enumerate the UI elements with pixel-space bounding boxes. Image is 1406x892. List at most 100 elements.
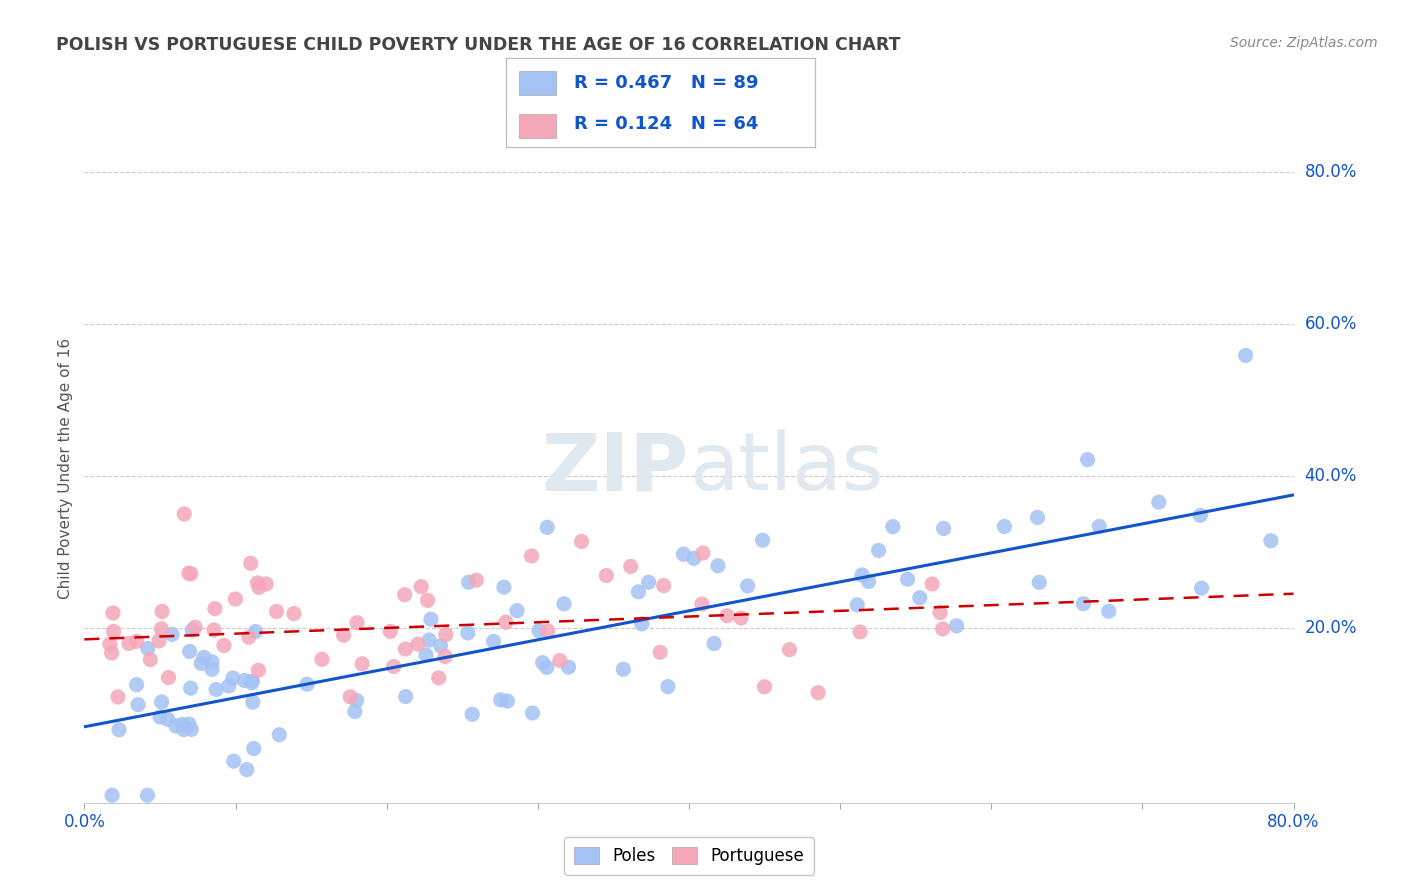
Point [531, 656, 554, 670]
Point [1073, 597, 1095, 611]
Point [125, 634, 148, 648]
Point [201, 655, 224, 669]
Point [416, 593, 439, 607]
Point [929, 606, 952, 620]
Point [165, 719, 187, 733]
Point [247, 580, 270, 594]
Point [139, 653, 162, 667]
Point [150, 604, 173, 618]
Point [202, 623, 225, 637]
Point [180, 681, 202, 695]
Point [415, 648, 437, 662]
Point [343, 705, 366, 719]
Point [682, 551, 704, 566]
Point [156, 712, 179, 726]
Text: POLISH VS PORTUGUESE CHILD POVERTY UNDER THE AGE OF 16 CORRELATION CHART: POLISH VS PORTUGUESE CHILD POVERTY UNDER… [56, 36, 901, 54]
Point [101, 788, 124, 802]
Point [1260, 533, 1282, 548]
Point [1088, 519, 1111, 533]
Point [224, 591, 246, 606]
Point [429, 639, 451, 653]
Point [520, 549, 543, 563]
Point [107, 690, 129, 704]
Point [100, 646, 122, 660]
Point [295, 677, 318, 691]
Point [537, 624, 560, 638]
Point [190, 657, 212, 671]
Point [657, 680, 679, 694]
Point [180, 723, 202, 737]
Point [212, 639, 235, 653]
Legend: Poles, Portuguese: Poles, Portuguese [564, 837, 814, 875]
Point [118, 636, 141, 650]
Point [311, 652, 333, 666]
Point [108, 723, 131, 737]
Point [339, 690, 361, 704]
Point [201, 662, 224, 676]
Point [434, 649, 457, 664]
Point [418, 632, 440, 647]
Point [172, 717, 194, 731]
Point [631, 616, 654, 631]
Point [751, 533, 773, 548]
Point [181, 623, 204, 637]
Point [882, 519, 904, 533]
Point [1191, 581, 1213, 595]
Point [98, 637, 121, 651]
Point [527, 624, 550, 638]
Point [125, 678, 148, 692]
Point [149, 710, 172, 724]
Text: 80.0%: 80.0% [1305, 163, 1357, 181]
Point [627, 585, 650, 599]
Point [173, 507, 195, 521]
Point [236, 763, 259, 777]
Point [851, 568, 873, 582]
Point [240, 673, 263, 688]
Point [157, 671, 180, 685]
Point [932, 521, 955, 535]
Point [101, 606, 124, 620]
Point [1234, 348, 1257, 362]
Point [242, 741, 264, 756]
Text: 20.0%: 20.0% [1305, 619, 1357, 637]
Point [908, 591, 931, 605]
Point [692, 546, 714, 560]
Point [266, 604, 288, 618]
Point [548, 654, 571, 668]
Point [754, 680, 776, 694]
Text: Source: ZipAtlas.com: Source: ZipAtlas.com [1230, 36, 1378, 50]
Point [238, 630, 260, 644]
Point [931, 622, 953, 636]
Point [136, 641, 159, 656]
Text: 40.0%: 40.0% [1305, 467, 1357, 485]
Point [595, 568, 617, 582]
Point [506, 604, 529, 618]
Point [1189, 508, 1212, 523]
Y-axis label: Child Poverty Under the Age of 16: Child Poverty Under the Age of 16 [58, 338, 73, 599]
Point [457, 575, 479, 590]
Point [730, 611, 752, 625]
Point [332, 628, 354, 642]
Point [239, 556, 262, 570]
Point [394, 588, 416, 602]
Point [242, 695, 264, 709]
Point [495, 615, 517, 630]
Point [179, 644, 201, 658]
Point [846, 598, 869, 612]
Point [150, 695, 173, 709]
Point [457, 626, 479, 640]
Point [346, 615, 368, 630]
Point [222, 671, 245, 685]
Point [690, 597, 713, 611]
Point [346, 693, 368, 707]
Point [707, 558, 730, 573]
Point [434, 627, 457, 641]
Point [612, 662, 634, 676]
Point [945, 619, 967, 633]
Point [637, 575, 659, 590]
Text: atlas: atlas [689, 429, 883, 508]
Point [148, 634, 170, 648]
Point [536, 660, 558, 674]
Point [536, 520, 558, 534]
Point [849, 624, 872, 639]
